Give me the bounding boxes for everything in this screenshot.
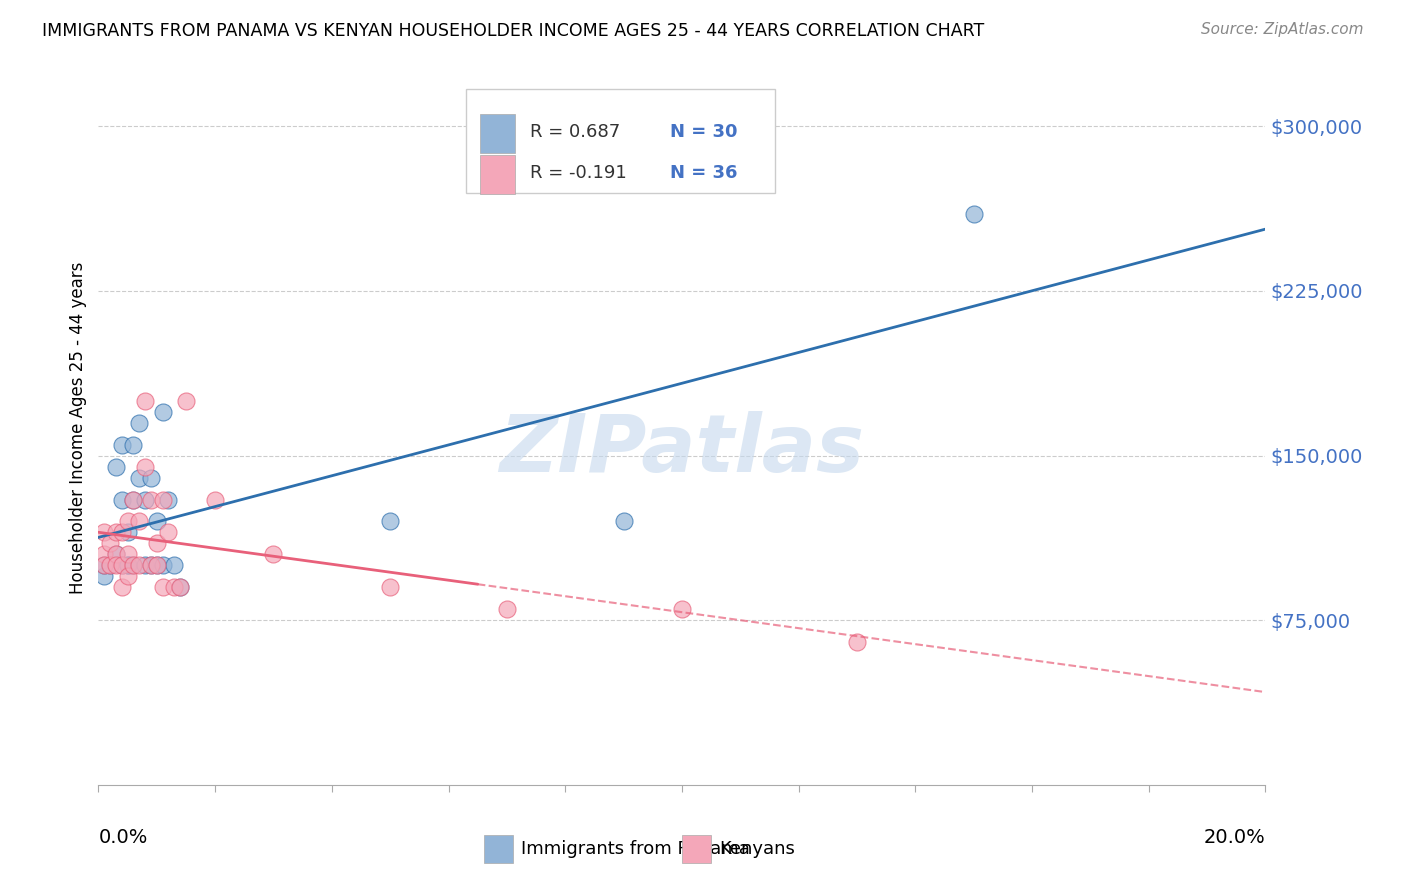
Point xyxy=(122,437,145,451)
Point xyxy=(262,548,284,562)
Bar xyxy=(479,114,515,153)
Point xyxy=(93,569,115,583)
Point xyxy=(117,548,139,562)
Text: N = 30: N = 30 xyxy=(671,123,738,141)
Point xyxy=(104,558,127,573)
Bar xyxy=(682,835,711,863)
Point xyxy=(146,536,169,550)
Y-axis label: Householder Income Ages 25 - 44 years: Householder Income Ages 25 - 44 years xyxy=(69,262,87,594)
Point xyxy=(157,492,180,507)
Text: Source: ZipAtlas.com: Source: ZipAtlas.com xyxy=(1201,22,1364,37)
Point xyxy=(117,569,139,583)
Point xyxy=(152,580,174,594)
Point xyxy=(98,558,121,573)
Text: R = -0.191: R = -0.191 xyxy=(530,164,627,182)
Point xyxy=(134,492,156,507)
Point xyxy=(93,558,115,573)
Point xyxy=(139,558,162,573)
Point xyxy=(111,492,134,507)
Point xyxy=(98,558,121,573)
Text: R = 0.687: R = 0.687 xyxy=(530,123,620,141)
Point xyxy=(111,580,134,594)
Bar xyxy=(479,155,515,194)
Text: 20.0%: 20.0% xyxy=(1204,828,1265,847)
Text: Kenyans: Kenyans xyxy=(720,840,796,858)
Point xyxy=(496,602,519,616)
Point xyxy=(111,437,134,451)
Point xyxy=(93,525,115,540)
Point xyxy=(612,515,634,529)
Point xyxy=(93,548,115,562)
Point xyxy=(111,558,134,573)
Point xyxy=(98,536,121,550)
Point xyxy=(122,492,145,507)
Point xyxy=(169,580,191,594)
Point xyxy=(163,558,186,573)
Point xyxy=(134,459,156,474)
Point xyxy=(128,416,150,430)
Point xyxy=(146,558,169,573)
Point xyxy=(152,492,174,507)
Point xyxy=(122,558,145,573)
Point xyxy=(104,548,127,562)
Point xyxy=(111,558,134,573)
Point xyxy=(846,635,869,649)
Point xyxy=(174,393,197,408)
Point xyxy=(962,207,984,221)
Text: 0.0%: 0.0% xyxy=(98,828,148,847)
Point xyxy=(380,580,402,594)
Point xyxy=(117,515,139,529)
Point xyxy=(117,558,139,573)
Point xyxy=(152,558,174,573)
Point xyxy=(204,492,226,507)
Point xyxy=(117,558,139,573)
Bar xyxy=(484,835,513,863)
Point xyxy=(122,492,145,507)
Text: ZIPatlas: ZIPatlas xyxy=(499,410,865,489)
Point xyxy=(152,405,174,419)
Text: IMMIGRANTS FROM PANAMA VS KENYAN HOUSEHOLDER INCOME AGES 25 - 44 YEARS CORRELATI: IMMIGRANTS FROM PANAMA VS KENYAN HOUSEHO… xyxy=(42,22,984,40)
Point xyxy=(139,492,162,507)
Point xyxy=(146,558,169,573)
Point xyxy=(104,548,127,562)
Point xyxy=(157,525,180,540)
Point xyxy=(139,558,162,573)
Text: N = 36: N = 36 xyxy=(671,164,738,182)
Point xyxy=(169,580,191,594)
Point xyxy=(128,515,150,529)
Point xyxy=(146,515,169,529)
Point xyxy=(104,459,127,474)
Point xyxy=(380,515,402,529)
Point xyxy=(93,558,115,573)
FancyBboxPatch shape xyxy=(465,89,775,193)
Point xyxy=(117,525,139,540)
Point xyxy=(104,525,127,540)
Point xyxy=(139,470,162,484)
Point xyxy=(134,558,156,573)
Point xyxy=(671,602,693,616)
Point xyxy=(128,470,150,484)
Text: Immigrants from Panama: Immigrants from Panama xyxy=(520,840,749,858)
Point xyxy=(128,558,150,573)
Point xyxy=(134,393,156,408)
Point xyxy=(111,525,134,540)
Point xyxy=(163,580,186,594)
Point xyxy=(122,558,145,573)
